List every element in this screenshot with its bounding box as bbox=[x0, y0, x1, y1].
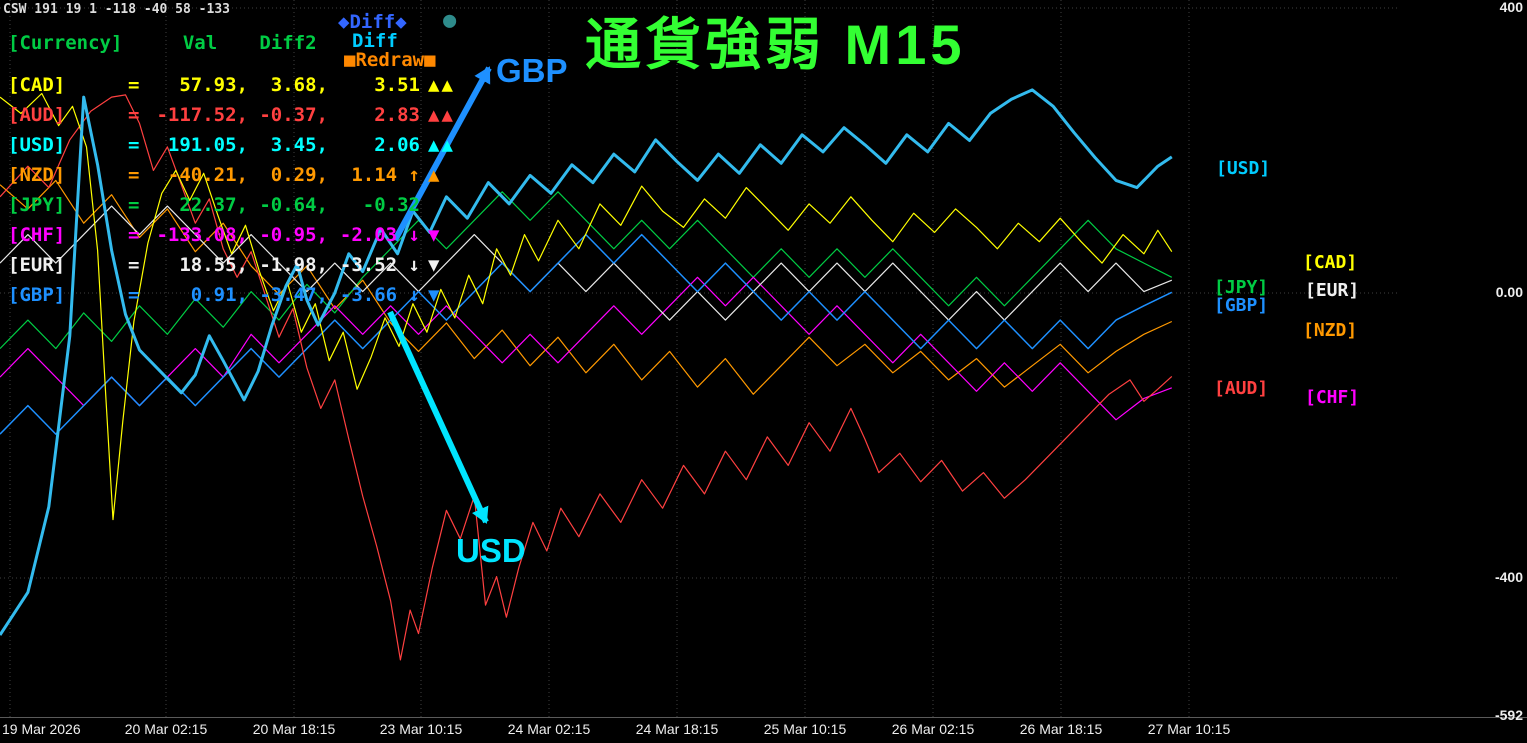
x-axis-label: 25 Mar 10:15 bbox=[763, 721, 847, 737]
redraw-button[interactable]: ■Redraw■ bbox=[344, 49, 436, 71]
series-line-cad bbox=[0, 92, 1173, 521]
x-axis-label: 24 Mar 02:15 bbox=[507, 721, 591, 737]
series-line-aud bbox=[0, 94, 1173, 661]
series-line-chf bbox=[0, 276, 1173, 421]
y-axis-label: -400 bbox=[1494, 569, 1523, 585]
usd-arrow-label: USD bbox=[456, 532, 526, 569]
series-line-jpy bbox=[0, 191, 1173, 350]
price-line-label-gbp: [GBP] bbox=[1214, 295, 1269, 316]
usd-arrow bbox=[387, 310, 489, 524]
gbp-arrow bbox=[392, 66, 492, 242]
price-line-label-cad: [CAD] bbox=[1303, 252, 1358, 273]
table-row-usd: [USD] = 191.05, 3.45, 2.06 ▲▲ bbox=[8, 134, 455, 156]
col-diff2: Diff2 bbox=[259, 32, 317, 54]
col-currency: [Currency] bbox=[8, 32, 123, 54]
table-row-eur: [EUR] = 18.55, -1.98, -3.52 ↓ ▼ bbox=[8, 254, 442, 276]
status-dot-button[interactable]: ● bbox=[443, 8, 457, 33]
x-axis-label: 24 Mar 18:15 bbox=[635, 721, 719, 737]
y-axis-label: 400 bbox=[1499, 0, 1523, 15]
price-line-label-jpy: [JPY] bbox=[1214, 277, 1269, 298]
x-axis-label: 20 Mar 02:15 bbox=[124, 721, 208, 737]
y-axis-label: 0.00 bbox=[1495, 284, 1523, 300]
table-row-chf: [CHF] = -133.08, -0.95, -2.03 ↓ ▼ bbox=[8, 224, 442, 246]
table-row-aud: [AUD] = -117.52, -0.37, 2.83 ▲▲ bbox=[8, 104, 455, 126]
gbp-arrow-label: GBP bbox=[496, 52, 568, 89]
axis-separator bbox=[0, 717, 1527, 718]
chart-svg bbox=[0, 0, 1400, 717]
price-line-label-usd: [USD] bbox=[1216, 158, 1271, 179]
x-axis-label: 23 Mar 10:15 bbox=[379, 721, 463, 737]
table-row-cad: [CAD] = 57.93, 3.68, 3.51 ▲▲ bbox=[8, 74, 455, 96]
table-row-gbp: [GBP] = 0.91, -3.47, -3.66 ↓ ▼ bbox=[8, 284, 442, 306]
x-axis-label: 27 Mar 10:15 bbox=[1147, 721, 1231, 737]
diff-column-header: Diff bbox=[352, 30, 398, 52]
x-axis-label: 19 Mar 2026 bbox=[2, 721, 81, 737]
chart-title: 通貨強弱 M15 bbox=[585, 13, 966, 76]
col-val: Val bbox=[182, 32, 218, 54]
indicator-status: CSW 191 19 1 -118 -40 58 -133 bbox=[3, 2, 230, 17]
price-line-label-aud: [AUD] bbox=[1214, 378, 1269, 399]
x-axis-label: 26 Mar 18:15 bbox=[1019, 721, 1103, 737]
y-axis-label: -592 bbox=[1494, 707, 1523, 723]
x-axis-label: 20 Mar 18:15 bbox=[252, 721, 336, 737]
series-line-nzd bbox=[0, 179, 1173, 395]
diff-toggle-button[interactable]: ◆Diff◆ bbox=[338, 11, 407, 33]
table-row-jpy: [JPY] = 22.37, -0.64, -0.32 bbox=[8, 194, 420, 216]
series-line-eur bbox=[0, 205, 1173, 321]
series-line-usd bbox=[0, 88, 1173, 636]
x-axis-label: 26 Mar 02:15 bbox=[891, 721, 975, 737]
col-spacer bbox=[128, 28, 152, 58]
x-axis: 19 Mar 2026 20 Mar 02:15 20 Mar 18:15 23 Ma… bbox=[0, 721, 1527, 743]
table-row-nzd: [NZD] = -40.21, 0.29, 1.14 ↑ ▲ bbox=[8, 164, 442, 186]
col-arrows bbox=[420, 28, 484, 58]
price-line-label-eur: [EUR] bbox=[1305, 280, 1360, 301]
currency-table-rows: [CAD] = 57.93, 3.68, 3.51 ▲▲ [AUD] = -117.52, -0.… bbox=[8, 70, 488, 310]
col-diff bbox=[328, 28, 420, 58]
currency-table-header: [Currency] Val Diff2 bbox=[8, 28, 488, 58]
price-line-label-nzd: [NZD] bbox=[1303, 320, 1358, 341]
price-line-label-chf: [CHF] bbox=[1305, 387, 1360, 408]
